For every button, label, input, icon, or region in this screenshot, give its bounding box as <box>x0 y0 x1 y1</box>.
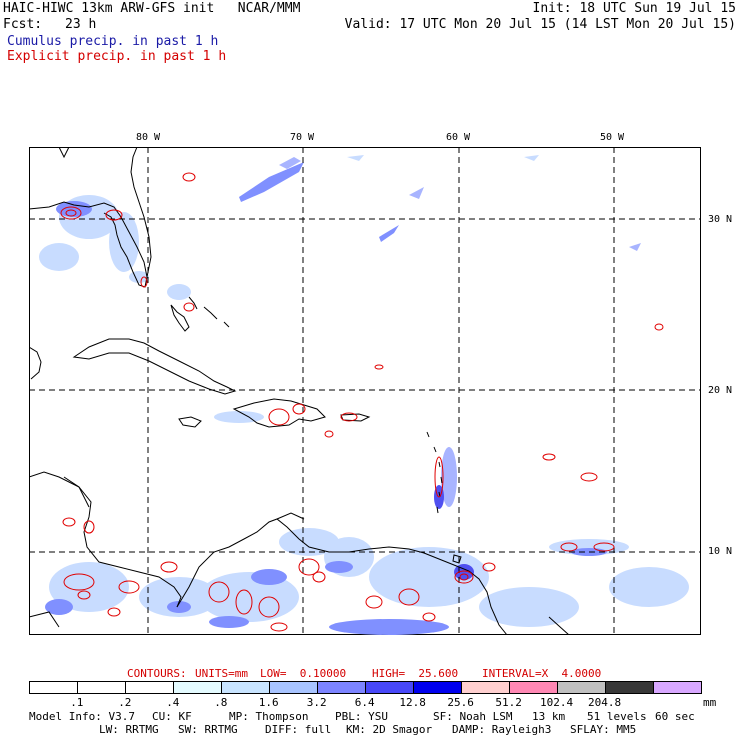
colorbar-box <box>413 681 462 694</box>
field-cumulus-title: Cumulus precip. in past 1 h <box>7 34 219 49</box>
field-explicit-title: Explicit precip. in past 1 h <box>7 49 227 64</box>
model-info-item: 13 km <box>532 710 566 723</box>
colorbar-tick-label: 51.2 <box>495 696 522 709</box>
lat-lon-grid <box>29 147 701 635</box>
model-info-item: KM: 2D Smagor <box>346 723 433 736</box>
model-info-item: 51 levels <box>587 710 647 723</box>
colorbar-box <box>317 681 366 694</box>
colorbar-tick-label: 1.6 <box>258 696 279 709</box>
lat-label-20n: 20 N <box>708 385 733 396</box>
colorbar-box <box>77 681 126 694</box>
model-info-item: PBL: YSU <box>335 710 388 723</box>
colorbar-box <box>557 681 606 694</box>
valid-time: Valid: 17 UTC Mon 20 Jul 15 (14 LST Mon … <box>344 17 736 32</box>
model-info-item: MP: Thompson <box>229 710 309 723</box>
colorbar-box <box>221 681 270 694</box>
colorbar-box <box>269 681 318 694</box>
colorbar-box <box>461 681 510 694</box>
contours-high: HIGH= 25.600 <box>372 667 459 680</box>
model-title: HAIC-HIWC 13km ARW-GFS init NCAR/MMM <box>3 1 301 16</box>
colorbar-unit: mm <box>703 696 717 709</box>
lon-label-80w: 80 W <box>136 132 161 143</box>
colorbar-tick-label: 12.8 <box>399 696 426 709</box>
colorbar-box <box>125 681 174 694</box>
model-info-item: LW: RRTMG <box>99 723 159 736</box>
colorbar-tick-label: .8 <box>214 696 228 709</box>
colorbar-box <box>365 681 414 694</box>
colorbar-box <box>653 681 702 694</box>
precipitation-map <box>29 147 701 635</box>
model-info-item: DAMP: Rayleigh3 <box>452 723 552 736</box>
colorbar-box <box>605 681 654 694</box>
colorbar-tick-label: 102.4 <box>540 696 574 709</box>
lat-label-10n: 10 N <box>708 546 733 557</box>
colorbar-box <box>173 681 222 694</box>
lon-label-60w: 60 W <box>446 132 471 143</box>
model-info-item: SFLAY: MM5 <box>570 723 637 736</box>
colorbar-box <box>509 681 558 694</box>
model-info-item: Model Info: V3.7 <box>29 710 135 723</box>
colorbar-tick-label: .2 <box>118 696 132 709</box>
model-info-item: SF: Noah LSM <box>433 710 513 723</box>
lon-label-70w: 70 W <box>290 132 315 143</box>
init-time: Init: 18 UTC Sun 19 Jul 15 <box>532 1 737 16</box>
colorbar-tick-label: .1 <box>70 696 84 709</box>
forecast-label: Fcst: <box>3 17 43 32</box>
colorbar <box>29 681 702 694</box>
model-info-item: 60 sec <box>655 710 695 723</box>
model-info-item: CU: KF <box>152 710 192 723</box>
model-info-item: SW: RRTMG <box>178 723 238 736</box>
lat-label-30n: 30 N <box>708 214 733 225</box>
colorbar-tick-label: 6.4 <box>354 696 375 709</box>
contours-units: UNITS=mm <box>195 667 248 680</box>
coastlines <box>29 147 570 635</box>
colorbar-box <box>29 681 78 694</box>
explicit-precip-contours <box>60 172 664 632</box>
colorbar-tick-label: .4 <box>166 696 180 709</box>
contours-interval: INTERVAL=X 4.0000 <box>482 667 602 680</box>
model-info-item: DIFF: full <box>265 723 332 736</box>
colorbar-tick-label: 25.6 <box>447 696 474 709</box>
lon-label-50w: 50 W <box>600 132 625 143</box>
colorbar-tick-label: 3.2 <box>306 696 327 709</box>
colorbar-tick-label: 204.8 <box>588 696 622 709</box>
contours-label: CONTOURS: <box>127 667 187 680</box>
forecast-hour: 23 h <box>65 17 97 32</box>
contours-low: LOW= 0.10000 <box>260 667 347 680</box>
